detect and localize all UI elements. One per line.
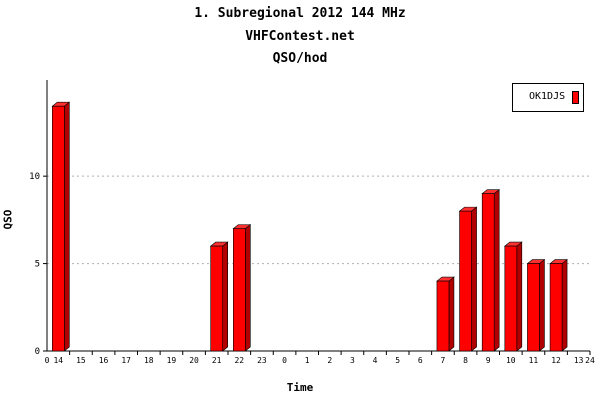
bar xyxy=(526,258,546,352)
y-tick-label: 10 xyxy=(29,172,40,182)
legend: OK1DJS xyxy=(512,83,584,112)
bar xyxy=(503,241,523,352)
x-tick-label: 0 xyxy=(282,356,287,365)
x-tick-label: 20 xyxy=(189,356,199,365)
x-tick-label: 8 xyxy=(463,356,468,365)
chart-subtitle-2: QSO/hod xyxy=(272,51,328,66)
x-tick-label: 9 xyxy=(486,356,491,365)
bars xyxy=(51,101,568,352)
y-tick-label: 5 xyxy=(35,260,40,270)
x-axis-end-label: 24 xyxy=(585,356,595,365)
bar xyxy=(209,241,229,352)
x-tick-label: 7 xyxy=(441,356,446,365)
x-tick-label: 3 xyxy=(350,356,355,365)
x-tick-label: 10 xyxy=(506,356,516,365)
x-tick-label: 12 xyxy=(551,356,561,365)
y-axis-label: QSO xyxy=(1,209,15,230)
x-tick-label: 16 xyxy=(99,356,109,365)
x-axis-start-label: 0 xyxy=(45,356,50,365)
x-tick-label: 5 xyxy=(395,356,400,365)
bar xyxy=(232,223,252,352)
x-axis-label: Time xyxy=(286,381,314,394)
grid-lines xyxy=(47,175,590,265)
x-tick-label: 21 xyxy=(212,356,222,365)
x-tick-label: 4 xyxy=(373,356,378,365)
x-tick-label: 2 xyxy=(327,356,332,365)
bar xyxy=(458,206,478,352)
x-tick-label: 11 xyxy=(529,356,539,365)
legend-swatch xyxy=(572,91,579,104)
chart-title: 1. Subregional 2012 144 MHz xyxy=(194,6,406,21)
y-axis-label-wrap: QSO xyxy=(1,205,20,235)
x-tick-label: 17 xyxy=(121,356,131,365)
x-tick-labels: 14 15 16 17 18 19 20 21 22 23 0 1 2 3 4 5 6 7 8 9 10 11 12 130 2… xyxy=(45,351,595,365)
y-tick-label: 0 xyxy=(35,347,40,357)
x-tick-label: 23 xyxy=(257,356,267,365)
bar xyxy=(481,189,501,352)
x-tick-label: 19 xyxy=(167,356,177,365)
chart-subtitle: VHFContest.net xyxy=(245,29,355,44)
x-tick-label: 14 xyxy=(53,356,63,365)
x-tick-label: 22 xyxy=(234,356,244,365)
legend-label: OK1DJS xyxy=(529,91,566,102)
x-tick-label: 13 xyxy=(574,356,584,365)
x-tick-label: 15 xyxy=(76,356,86,365)
bar xyxy=(51,101,71,352)
bar xyxy=(549,258,568,352)
x-tick-label: 6 xyxy=(418,356,423,365)
bar xyxy=(436,276,455,352)
y-tick-labels: 0 5 10 xyxy=(29,172,47,357)
x-tick-label: 1 xyxy=(305,356,310,365)
x-tick-label: 18 xyxy=(144,356,154,365)
